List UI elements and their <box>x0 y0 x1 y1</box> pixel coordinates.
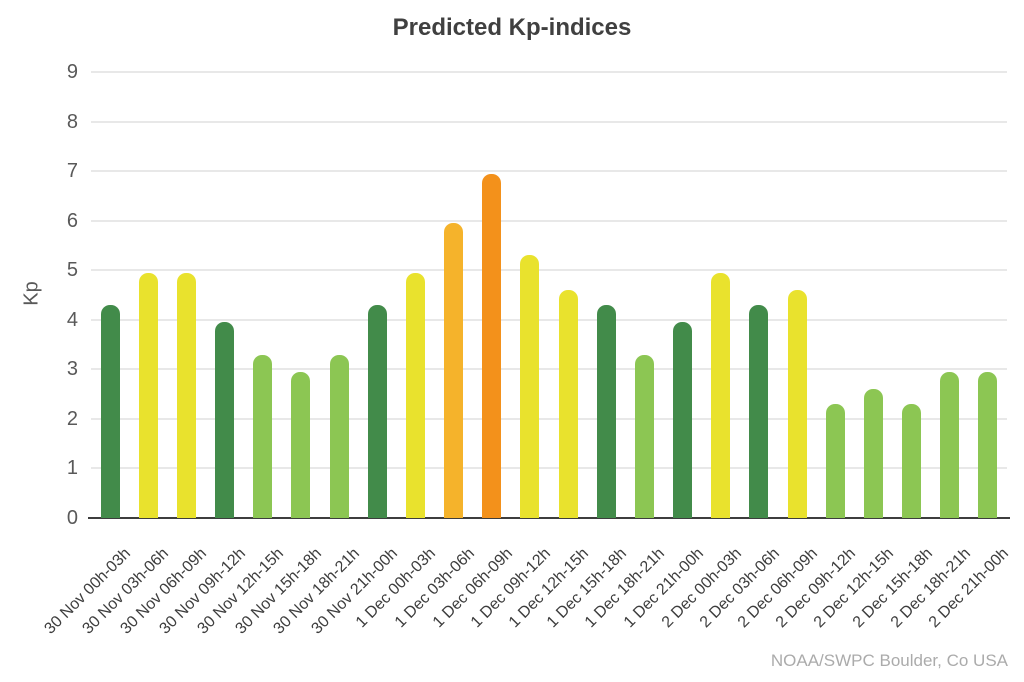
gridline-y8 <box>91 120 1007 123</box>
kp-bar <box>253 354 273 518</box>
gridline-y7 <box>91 170 1007 173</box>
kp-bar <box>558 290 578 518</box>
kp-bar <box>291 371 311 518</box>
kp-bar <box>596 304 616 518</box>
y-tick-label-8: 8 <box>66 110 78 133</box>
kp-bar <box>787 290 807 518</box>
y-tick-label-1: 1 <box>66 457 78 480</box>
kp-bar <box>863 389 883 518</box>
kp-bar <box>215 322 235 518</box>
kp-bar <box>634 354 654 518</box>
y-tick-label-2: 2 <box>66 407 78 430</box>
kp-bar <box>138 272 158 518</box>
kp-bar <box>100 304 120 518</box>
gridline-y3 <box>91 368 1007 371</box>
y-tick-label-9: 9 <box>66 61 78 83</box>
kp-bar <box>520 255 540 518</box>
kp-bar <box>482 173 502 518</box>
y-tick-label-6: 6 <box>66 209 78 232</box>
kp-bar <box>749 304 769 518</box>
y-tick-label-5: 5 <box>66 259 78 282</box>
gridline-y5 <box>91 269 1007 272</box>
kp-bar <box>176 272 196 518</box>
gridline-y1 <box>91 467 1007 470</box>
y-tick-label-0: 0 <box>66 507 78 529</box>
kp-bar <box>367 304 387 518</box>
kp-bar <box>711 272 731 518</box>
kp-bar <box>902 404 922 518</box>
kp-bar <box>673 322 693 518</box>
attribution-text: NOAA/SWPC Boulder, Co USA <box>770 651 1008 670</box>
y-tick-label-3: 3 <box>66 358 78 381</box>
gridline-y9 <box>91 71 1007 73</box>
gridline-y2 <box>91 417 1007 420</box>
kp-bar <box>329 354 349 518</box>
gridline-y4 <box>91 318 1007 321</box>
kp-bar <box>940 371 960 518</box>
kp-bar <box>825 404 845 518</box>
x-axis-line <box>88 517 1010 519</box>
kp-bar <box>978 371 998 518</box>
y-tick-label-7: 7 <box>66 160 78 183</box>
gridline-y6 <box>91 219 1007 222</box>
kp-bar <box>405 272 425 518</box>
kp-bar <box>444 223 464 518</box>
y-tick-label-4: 4 <box>66 308 78 331</box>
chart-title: Predicted Kp-indices <box>392 14 632 41</box>
